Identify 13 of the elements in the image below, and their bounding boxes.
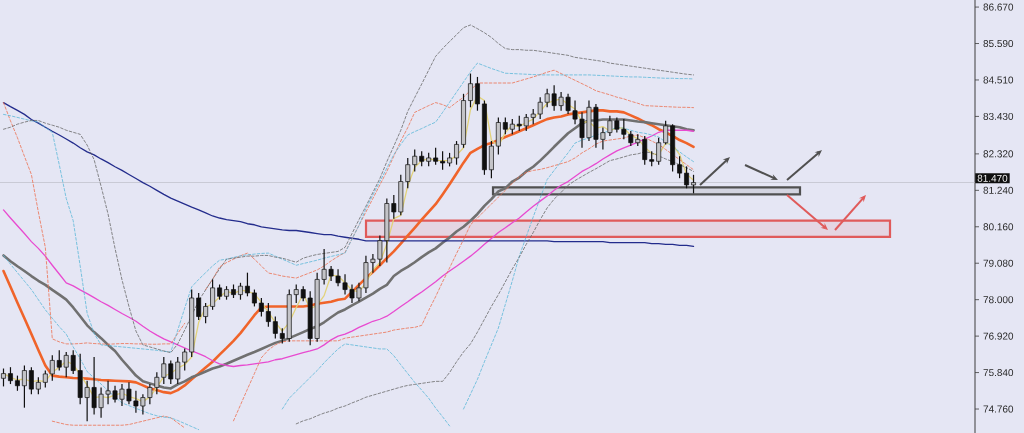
y-tick-label: 74.760	[983, 405, 1014, 413]
y-tick-label: 84.510	[983, 76, 1014, 84]
ref-line-label: 81.470	[977, 174, 1008, 182]
y-tick-label: 85.590	[983, 40, 1014, 48]
y-tick-label: 75.840	[983, 369, 1014, 377]
y-tick-label: 76.920	[983, 332, 1014, 340]
y-tick-label: 83.430	[983, 112, 1014, 120]
y-tick-label: 78.000	[983, 296, 1014, 304]
y-tick-label: 81.240	[983, 186, 1014, 194]
y-tick-label: 82.320	[983, 150, 1014, 158]
y-tick-label: 86.670	[983, 3, 1014, 11]
y-tick-label: 80.160	[983, 223, 1014, 231]
y-tick-label: 79.080	[983, 259, 1014, 267]
